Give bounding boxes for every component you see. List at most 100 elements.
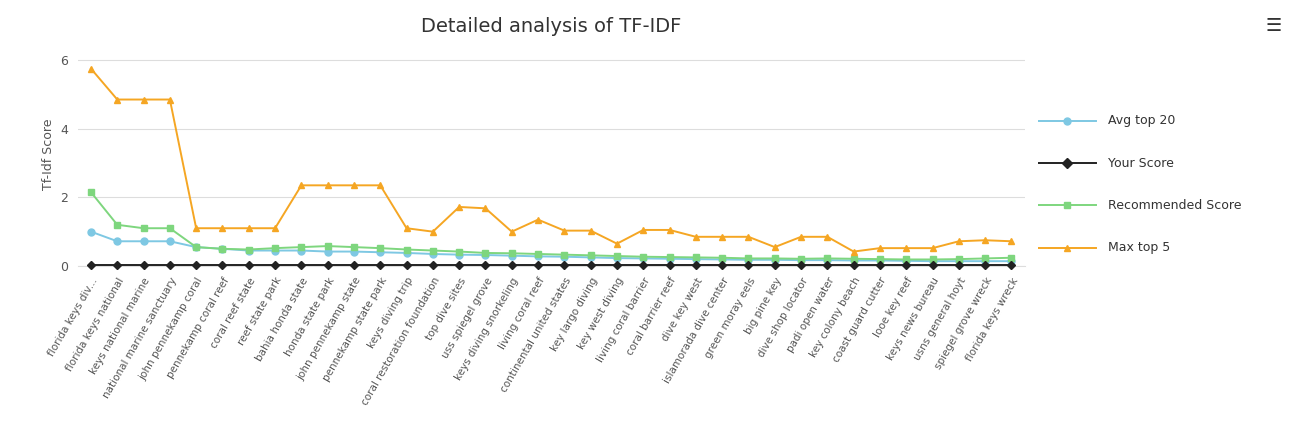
- Avg top 20: [794, 257, 809, 263]
- Recommended Score: [162, 226, 178, 231]
- Max top 5: [293, 183, 309, 188]
- Line: Recommended Score: Recommended Score: [87, 189, 1016, 263]
- Recommended Score: [610, 254, 625, 259]
- Max top 5: [451, 204, 467, 209]
- Avg top 20: [372, 250, 388, 255]
- Your Score: [715, 263, 730, 268]
- Your Score: [398, 263, 414, 268]
- Avg top 20: [188, 245, 204, 250]
- Avg top 20: [846, 258, 861, 263]
- Max top 5: [372, 183, 388, 188]
- Recommended Score: [530, 251, 546, 257]
- Avg top 20: [425, 251, 441, 257]
- Avg top 20: [398, 251, 414, 256]
- Avg top 20: [978, 259, 994, 264]
- Avg top 20: [741, 257, 756, 263]
- Your Score: [83, 263, 99, 268]
- Max top 5: [241, 226, 257, 231]
- Recommended Score: [794, 256, 809, 261]
- Recommended Score: [267, 245, 283, 251]
- Recommended Score: [477, 251, 493, 256]
- Recommended Score: [398, 247, 414, 252]
- Recommended Score: [83, 190, 99, 195]
- Your Score: [530, 263, 546, 268]
- Max top 5: [610, 241, 625, 246]
- Max top 5: [925, 245, 940, 251]
- Max top 5: [188, 226, 204, 231]
- Recommended Score: [451, 249, 467, 254]
- Recommended Score: [188, 245, 204, 250]
- Recommended Score: [636, 254, 651, 259]
- Your Score: [241, 263, 257, 268]
- Your Score: [162, 263, 178, 268]
- Recommended Score: [741, 256, 756, 261]
- Recommended Score: [846, 256, 861, 261]
- Max top 5: [820, 234, 835, 239]
- Your Score: [556, 263, 572, 268]
- Your Score: [451, 263, 467, 268]
- Max top 5: [267, 226, 283, 231]
- Text: Recommended Score: Recommended Score: [1108, 199, 1241, 212]
- Max top 5: [978, 238, 994, 243]
- Your Score: [610, 263, 625, 268]
- Recommended Score: [241, 247, 257, 252]
- Title: Detailed analysis of TF-IDF: Detailed analysis of TF-IDF: [422, 17, 681, 36]
- Recommended Score: [425, 248, 441, 253]
- Your Score: [188, 263, 204, 268]
- Avg top 20: [530, 254, 546, 259]
- Avg top 20: [556, 254, 572, 259]
- Max top 5: [951, 239, 966, 244]
- Your Score: [951, 263, 966, 268]
- Avg top 20: [610, 256, 625, 261]
- Avg top 20: [767, 257, 782, 263]
- Max top 5: [741, 234, 756, 239]
- Avg top 20: [636, 256, 651, 261]
- Recommended Score: [372, 245, 388, 251]
- Max top 5: [83, 66, 99, 71]
- Max top 5: [136, 97, 152, 102]
- Max top 5: [636, 227, 651, 233]
- Text: Your Score: Your Score: [1108, 157, 1174, 169]
- Your Score: [925, 263, 940, 268]
- Your Score: [661, 263, 677, 268]
- Recommended Score: [293, 245, 309, 250]
- Avg top 20: [1004, 259, 1019, 264]
- Your Score: [320, 263, 336, 268]
- Recommended Score: [689, 255, 704, 260]
- Your Score: [346, 263, 362, 268]
- Line: Avg top 20: Avg top 20: [87, 228, 1016, 265]
- Recommended Score: [820, 256, 835, 261]
- Your Score: [293, 263, 309, 268]
- Avg top 20: [162, 239, 178, 244]
- Recommended Score: [1004, 255, 1019, 260]
- Line: Max top 5: Max top 5: [87, 65, 1016, 255]
- Avg top 20: [872, 258, 887, 263]
- Max top 5: [794, 234, 809, 239]
- Max top 5: [162, 97, 178, 102]
- Avg top 20: [899, 258, 914, 263]
- Max top 5: [530, 217, 546, 222]
- Max top 5: [109, 97, 125, 102]
- Text: Avg top 20: Avg top 20: [1108, 114, 1175, 127]
- Avg top 20: [136, 239, 152, 244]
- Your Score: [425, 263, 441, 268]
- Recommended Score: [899, 257, 914, 262]
- Your Score: [767, 263, 782, 268]
- Max top 5: [1004, 239, 1019, 244]
- Max top 5: [872, 245, 887, 251]
- Your Score: [215, 263, 231, 268]
- Your Score: [899, 263, 914, 268]
- Recommended Score: [556, 252, 572, 257]
- Avg top 20: [109, 239, 125, 244]
- Max top 5: [556, 228, 572, 233]
- Your Score: [136, 263, 152, 268]
- Avg top 20: [820, 257, 835, 263]
- Your Score: [372, 263, 388, 268]
- Max top 5: [425, 229, 441, 234]
- Recommended Score: [715, 255, 730, 260]
- Max top 5: [398, 226, 414, 231]
- Avg top 20: [293, 248, 309, 253]
- Max top 5: [767, 245, 782, 250]
- Your Score: [846, 263, 861, 268]
- Avg top 20: [215, 246, 231, 251]
